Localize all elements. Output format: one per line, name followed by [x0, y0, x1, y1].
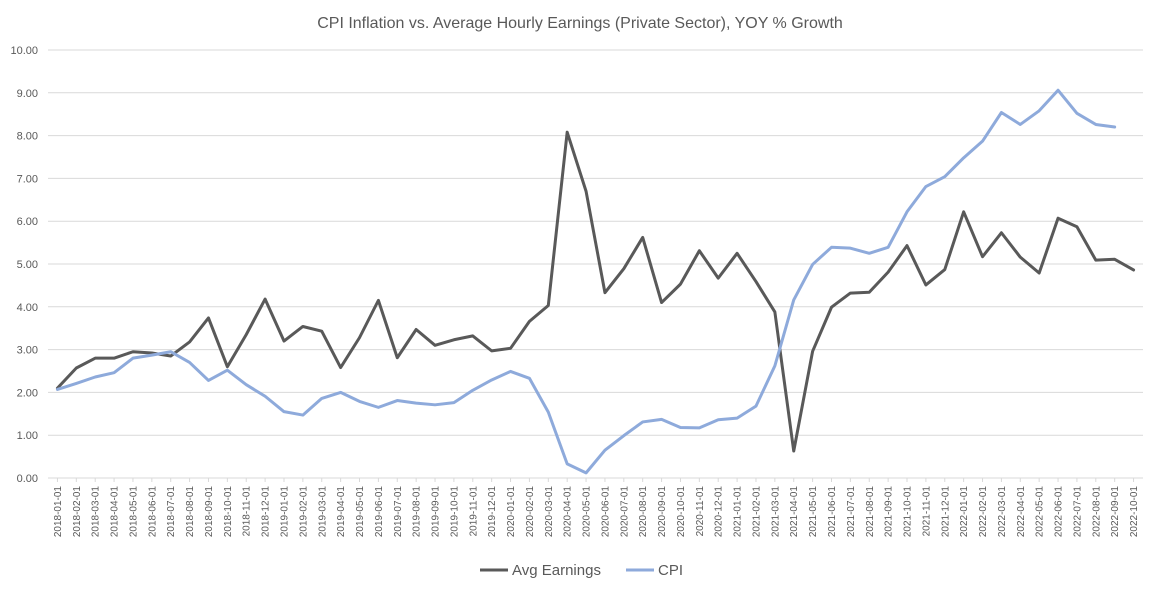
- x-tick-label: 2018-12-01: [261, 486, 272, 538]
- x-tick-label: 2020-07-01: [619, 486, 630, 538]
- x-tick-label: 2021-02-01: [751, 486, 762, 538]
- x-tick-label: 2019-09-01: [431, 486, 442, 538]
- x-tick-label: 2019-08-01: [412, 486, 423, 538]
- x-tick-label: 2019-05-01: [355, 486, 366, 538]
- x-tick-label: 2018-02-01: [72, 486, 83, 538]
- x-tick-label: 2020-09-01: [657, 486, 668, 538]
- x-tick-label: 2018-09-01: [204, 486, 215, 538]
- y-tick-label: 0.00: [17, 473, 38, 485]
- x-tick-label: 2021-03-01: [770, 486, 781, 538]
- legend: Avg Earnings CPI: [480, 562, 683, 579]
- x-tick-label: 2020-10-01: [676, 486, 687, 538]
- y-tick-label: 4.00: [17, 302, 38, 314]
- x-tick-label: 2021-07-01: [846, 486, 857, 538]
- x-tick-label: 2020-11-01: [695, 486, 706, 537]
- x-tick-label: 2021-12-01: [940, 486, 951, 538]
- x-tick-label: 2018-07-01: [166, 486, 177, 538]
- x-tick-label: 2021-06-01: [827, 486, 838, 538]
- x-tick-label: 2020-01-01: [506, 486, 517, 538]
- y-tick-label: 5.00: [17, 259, 38, 271]
- x-tick-label: 2019-07-01: [393, 486, 404, 538]
- x-tick-label: 2021-05-01: [808, 486, 819, 538]
- x-tick-label: 2018-11-01: [242, 486, 253, 537]
- x-tick-label: 2020-06-01: [600, 486, 611, 538]
- x-tick-label: 2022-09-01: [1110, 486, 1121, 538]
- x-tick-label: 2021-04-01: [789, 486, 800, 538]
- x-tick-label: 2022-05-01: [1035, 486, 1046, 538]
- x-tick-label: 2018-01-01: [53, 486, 64, 538]
- y-tick-label: 1.00: [17, 430, 38, 442]
- x-tick-label: 2022-08-01: [1091, 486, 1102, 538]
- x-tick-label: 2018-04-01: [110, 486, 121, 538]
- legend-item-avg-earnings: Avg Earnings: [480, 562, 601, 579]
- series-line-avg-earnings: [55, 130, 1136, 453]
- x-tick-label: 2018-03-01: [91, 486, 102, 538]
- y-tick-label: 7.00: [17, 173, 38, 185]
- x-tick-label: 2020-08-01: [638, 486, 649, 538]
- x-tick-label: 2020-05-01: [582, 486, 593, 538]
- series-line-cpi: [55, 88, 1117, 475]
- x-tick-label: 2019-01-01: [279, 486, 290, 538]
- x-tick-label: 2019-10-01: [449, 486, 460, 538]
- x-tick-label: 2018-06-01: [147, 486, 158, 538]
- chart-title: CPI Inflation vs. Average Hourly Earning…: [317, 15, 843, 32]
- y-tick-label: 9.00: [17, 88, 38, 100]
- x-tick-label: 2021-10-01: [903, 486, 914, 538]
- x-tick-label: 2019-12-01: [487, 486, 498, 538]
- x-tick-label: 2019-06-01: [374, 486, 385, 538]
- x-axis-ticks: 2018-01-01 2018-02-01 2018-03-01 2018-04-01…: [53, 478, 1140, 537]
- x-tick-label: 2022-07-01: [1072, 486, 1083, 538]
- x-tick-label: 2022-10-01: [1129, 486, 1140, 538]
- x-tick-label: 2019-02-01: [298, 486, 309, 538]
- series-lines: [55, 88, 1136, 475]
- x-tick-label: 2020-03-01: [544, 486, 555, 538]
- y-tick-label: 6.00: [17, 216, 38, 228]
- y-axis-ticks: 0.00 1.00 2.00 3.00 4.00 5.00 6.00 7.00 8.00 9.00…: [10, 45, 38, 485]
- y-tick-label: 3.00: [17, 345, 38, 357]
- x-tick-label: 2021-11-01: [921, 486, 932, 537]
- x-tick-label: 2022-02-01: [978, 486, 989, 538]
- x-tick-label: 2020-02-01: [525, 486, 536, 538]
- x-tick-label: 2022-03-01: [997, 486, 1008, 538]
- x-tick-label: 2022-06-01: [1054, 486, 1065, 538]
- y-tick-label: 10.00: [10, 45, 38, 57]
- y-tick-label: 2.00: [17, 387, 38, 399]
- x-tick-label: 2018-05-01: [128, 486, 139, 538]
- x-tick-label: 2022-04-01: [1016, 486, 1027, 538]
- gridlines: [48, 49, 1143, 479]
- x-tick-label: 2020-04-01: [563, 486, 574, 538]
- legend-label: CPI: [658, 562, 683, 579]
- x-tick-label: 2019-11-01: [468, 486, 479, 537]
- x-tick-label: 2021-01-01: [733, 486, 744, 538]
- x-tick-label: 2020-12-01: [714, 486, 725, 538]
- x-tick-label: 2021-08-01: [865, 486, 876, 538]
- x-tick-label: 2021-09-01: [884, 486, 895, 538]
- x-tick-label: 2018-08-01: [185, 486, 196, 538]
- x-tick-label: 2022-01-01: [959, 486, 970, 538]
- y-tick-label: 8.00: [17, 131, 38, 143]
- x-tick-label: 2019-04-01: [336, 486, 347, 538]
- x-tick-label: 2019-03-01: [317, 486, 328, 538]
- legend-label: Avg Earnings: [512, 562, 601, 579]
- x-tick-label: 2018-10-01: [223, 486, 234, 538]
- legend-item-cpi: CPI: [626, 562, 683, 579]
